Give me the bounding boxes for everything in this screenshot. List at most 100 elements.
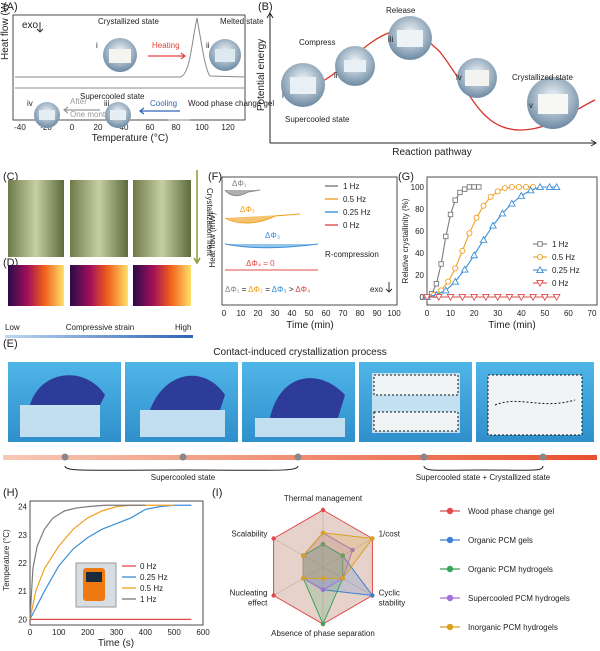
series-line bbox=[426, 186, 479, 298]
tick-label: 24 bbox=[18, 503, 27, 512]
panel-f-ylabel: Heat flow (mW) bbox=[208, 212, 217, 267]
panel-b-xlabel: Reaction pathway bbox=[392, 147, 472, 158]
data-point bbox=[498, 209, 507, 217]
tick-label: 30 bbox=[493, 309, 502, 318]
tick-label: 23 bbox=[18, 531, 27, 540]
legend-label: 0.5 Hz bbox=[552, 253, 575, 262]
data-point bbox=[517, 293, 526, 302]
panel-i-legend: Wood phase change gel Organic PCM gels Org… bbox=[440, 507, 570, 632]
tick-label: 100 bbox=[195, 123, 209, 132]
data-point bbox=[507, 199, 516, 207]
front-arrow-icon bbox=[193, 170, 201, 265]
panel-c: (C) Crystallization front bbox=[3, 170, 214, 265]
panel-h-letter: (H) bbox=[3, 487, 18, 499]
legend-label: 0.5 Hz bbox=[140, 584, 163, 593]
radar-axis-label: Scalability bbox=[231, 530, 267, 539]
phi-relation-eq2: = bbox=[263, 285, 272, 294]
legend-marker bbox=[446, 565, 454, 573]
pathway-axis bbox=[270, 139, 597, 147]
data-point bbox=[438, 261, 444, 267]
crystallized-state-label: Crystallized state bbox=[98, 17, 159, 26]
panel-h-plot bbox=[29, 504, 192, 620]
radar-axis-label: effect bbox=[248, 599, 268, 608]
tick-label: 20 bbox=[18, 615, 27, 624]
heatflow-05hz bbox=[224, 213, 301, 224]
data-point bbox=[545, 182, 554, 191]
panel-a-xlabel: Temperature (°C) bbox=[92, 133, 169, 144]
data-point bbox=[508, 183, 515, 191]
energy-axis bbox=[266, 12, 274, 143]
supercooled-sample bbox=[110, 110, 126, 120]
tick-label: 100 bbox=[411, 183, 425, 192]
tick-label: 50 bbox=[540, 309, 549, 318]
mixed-span-label: Supercooled state + Crystallized state bbox=[416, 473, 551, 482]
stage-ii-sample bbox=[344, 60, 366, 72]
panel-b-letter: (B) bbox=[258, 1, 273, 13]
phi-relation-3: ΔΦ₃ bbox=[272, 285, 287, 294]
tick-label: 20 bbox=[94, 123, 103, 132]
tick-label: 0 bbox=[222, 309, 227, 318]
radar-point bbox=[370, 593, 375, 598]
series-line bbox=[29, 504, 146, 620]
tick-label: -40 bbox=[14, 123, 26, 132]
glove-2 bbox=[150, 375, 225, 410]
crystallized-sample bbox=[109, 49, 131, 63]
exo-down-arrow-f-icon bbox=[385, 282, 393, 293]
panel-h: (H) Temperature (°C) 20 21 22 23 24 0 100 200 3… bbox=[2, 487, 210, 649]
legend-label: Organic PCM hydrogels bbox=[468, 565, 553, 574]
tick-label: 200 bbox=[81, 628, 95, 637]
panel-f-exo-label: exo bbox=[370, 285, 383, 294]
data-point bbox=[441, 286, 450, 294]
state-iv-label: iv bbox=[27, 99, 33, 108]
tick-label: 60 bbox=[564, 309, 573, 318]
legend-label: 0.25 Hz bbox=[140, 573, 168, 582]
data-point bbox=[470, 293, 479, 302]
thermal-image-3 bbox=[133, 265, 191, 306]
data-point bbox=[536, 265, 544, 274]
tick-label: 80 bbox=[172, 123, 181, 132]
wood-micrograph-2 bbox=[70, 180, 128, 257]
exo-down-arrow-icon bbox=[36, 22, 44, 33]
legend-label: Organic PCM gels bbox=[468, 536, 533, 545]
legend-label: 1 Hz bbox=[343, 182, 359, 191]
compress-label: Compress bbox=[299, 38, 335, 47]
panel-i-letter: (I) bbox=[212, 487, 222, 499]
phi-relation: ΔΦ₁ = ΔΦ₂ = ΔΦ₃ > ΔΦ₄ bbox=[225, 285, 310, 294]
data-point bbox=[471, 184, 477, 190]
tick-label: 60 bbox=[146, 123, 155, 132]
tick-label: 0 bbox=[425, 309, 430, 318]
data-point bbox=[505, 293, 514, 302]
melted-state-label: Melted state bbox=[220, 17, 264, 26]
wood-micrograph-3 bbox=[133, 180, 191, 257]
tick-label: 400 bbox=[139, 628, 153, 637]
stage-iv-label: iv bbox=[456, 73, 462, 82]
tick-label: 50 bbox=[305, 309, 314, 318]
series-line bbox=[426, 186, 534, 298]
wood-gel-legend: Wood phase change gel bbox=[188, 99, 274, 108]
data-point bbox=[470, 251, 479, 259]
data-point bbox=[540, 293, 549, 302]
tick-label: 0 bbox=[28, 628, 33, 637]
phi2-label: ΔΦ₂ bbox=[240, 205, 255, 214]
radar-spoke bbox=[322, 566, 373, 596]
panel-h-xlabel: Time (s) bbox=[98, 638, 134, 649]
tick-label: 20 bbox=[415, 271, 424, 280]
radar-point bbox=[301, 553, 306, 558]
radar-point bbox=[320, 621, 326, 627]
tick-label: 10 bbox=[446, 309, 455, 318]
legend-label: 0.25 Hz bbox=[343, 208, 371, 217]
heatflow-025hz bbox=[224, 243, 319, 249]
data-point bbox=[479, 235, 488, 243]
radar-axis-label: Nucleating bbox=[230, 589, 268, 598]
panel-e: (E) Contact-induced crystallization proc… bbox=[3, 338, 597, 482]
tick-label: 100 bbox=[52, 628, 66, 637]
radar-point bbox=[320, 530, 326, 535]
tick-label: 80 bbox=[356, 309, 365, 318]
data-point bbox=[522, 183, 530, 191]
tick-label: 40 bbox=[288, 309, 297, 318]
data-point bbox=[466, 230, 473, 237]
thermometer-screen bbox=[86, 572, 102, 582]
heating-arrow-icon bbox=[148, 52, 186, 60]
legend-label: 0 Hz bbox=[343, 221, 359, 230]
timeline-dot bbox=[420, 453, 428, 461]
